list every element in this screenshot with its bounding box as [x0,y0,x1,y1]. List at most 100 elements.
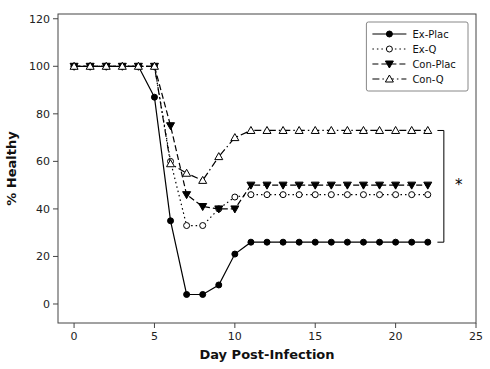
data-point [360,192,366,198]
data-point [409,192,415,198]
data-point [103,63,109,69]
x-tick [476,323,477,328]
data-point [247,126,255,133]
data-point [425,192,431,198]
data-point [184,223,190,229]
data-point [248,239,254,245]
data-point [102,62,110,69]
data-point [296,192,302,198]
data-point [424,126,432,133]
y-tick-label: 40 [36,203,50,216]
data-point [296,239,302,245]
data-point [183,192,191,199]
data-point [150,62,158,69]
data-point [327,126,335,133]
data-point [280,239,286,245]
data-point [263,126,271,133]
data-point [263,182,271,189]
data-point [312,192,318,198]
data-point [392,182,400,189]
x-tick [234,323,235,328]
data-point [87,63,93,69]
data-point [200,291,206,297]
data-point [408,182,416,189]
data-point [216,206,222,212]
data-point [87,63,93,69]
data-point [134,62,142,69]
data-point [135,63,141,69]
data-point [264,239,270,245]
x-tick-label: 25 [469,330,483,343]
data-point [295,126,303,133]
data-point [311,182,319,189]
x-tick-label: 15 [308,330,322,343]
y-tick-label: 0 [43,298,50,311]
data-point [424,182,432,189]
data-point [311,126,319,133]
y-tick [53,208,58,209]
data-point [312,239,318,245]
data-point [376,126,384,133]
data-point [70,62,78,69]
x-tick-label: 20 [389,330,403,343]
data-point [425,239,431,245]
data-point [102,63,110,70]
data-point [232,251,238,257]
data-point [328,239,334,245]
legend-marker [385,61,393,68]
data-point [377,239,383,245]
annotation: * [455,176,463,194]
data-point [247,182,255,189]
data-point [86,62,94,69]
data-point [86,63,94,70]
legend-box [366,22,468,91]
plot-area [70,62,432,297]
data-point [279,126,287,133]
data-point [200,223,206,229]
x-tick [395,323,396,328]
data-point [118,63,126,70]
data-point [279,182,287,189]
data-point [327,182,335,189]
data-point [328,192,334,198]
data-point [359,126,367,133]
legend-marker [385,75,393,82]
data-point [376,182,384,189]
data-point [150,63,158,70]
x-axis-label: Day Post-Infection [199,347,334,362]
legend: Ex-PlacEx-QCon-PlacCon-Q [366,22,468,91]
data-point [70,63,78,70]
data-point [232,194,238,200]
data-point [393,239,399,245]
y-tick-label: 120 [29,13,50,26]
data-point [231,206,239,213]
data-point [135,63,141,69]
legend-marker [386,31,392,37]
data-point [215,206,223,213]
x-tick-label: 10 [228,330,242,343]
data-point [119,63,125,69]
legend-label: Con-Q [412,74,443,85]
y-tick-label: 20 [36,250,50,263]
data-point [295,182,303,189]
y-tick-label: 80 [36,108,50,121]
x-tick [315,323,316,328]
data-point [184,291,190,297]
data-point [71,63,77,69]
x-tick-label: 0 [71,330,78,343]
data-point [392,126,400,133]
data-point [343,126,351,133]
y-tick [53,303,58,304]
y-tick [53,161,58,162]
y-tick-label: 100 [29,60,50,73]
y-tick [53,18,58,19]
x-tick [154,323,155,328]
chart: 0510152025020406080100120Day Post-Infect… [0,0,490,369]
data-point [343,182,351,189]
bracket [437,130,443,242]
data-point [408,126,416,133]
data-point [393,192,399,198]
legend-label: Con-Plac [412,59,455,70]
data-point [248,192,254,198]
data-point [360,239,366,245]
